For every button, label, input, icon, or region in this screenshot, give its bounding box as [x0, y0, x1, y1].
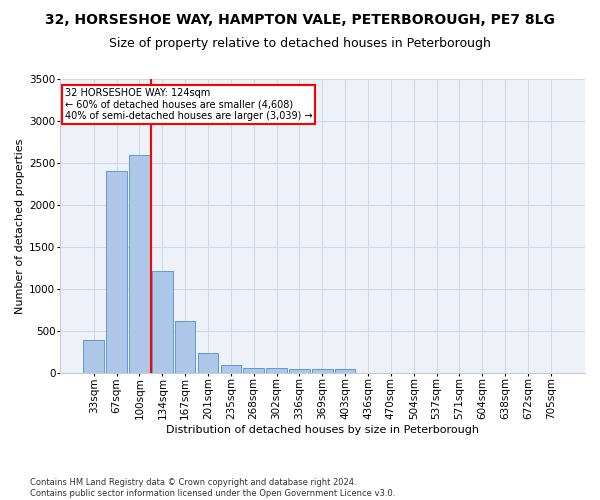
Bar — [129, 154, 150, 373]
Bar — [335, 369, 355, 373]
X-axis label: Distribution of detached houses by size in Peterborough: Distribution of detached houses by size … — [166, 425, 479, 435]
Bar — [221, 364, 241, 373]
Bar — [198, 352, 218, 373]
Bar — [175, 321, 196, 373]
Bar — [106, 172, 127, 373]
Text: 32, HORSESHOE WAY, HAMPTON VALE, PETERBOROUGH, PE7 8LG: 32, HORSESHOE WAY, HAMPTON VALE, PETERBO… — [45, 12, 555, 26]
Text: Size of property relative to detached houses in Peterborough: Size of property relative to detached ho… — [109, 38, 491, 51]
Text: Contains HM Land Registry data © Crown copyright and database right 2024.
Contai: Contains HM Land Registry data © Crown c… — [30, 478, 395, 498]
Text: 32 HORSESHOE WAY: 124sqm
← 60% of detached houses are smaller (4,608)
40% of sem: 32 HORSESHOE WAY: 124sqm ← 60% of detach… — [65, 88, 313, 121]
Y-axis label: Number of detached properties: Number of detached properties — [15, 138, 25, 314]
Bar — [289, 368, 310, 373]
Bar — [152, 270, 173, 373]
Bar — [244, 368, 264, 373]
Bar — [266, 368, 287, 373]
Bar — [312, 369, 332, 373]
Bar — [83, 340, 104, 373]
